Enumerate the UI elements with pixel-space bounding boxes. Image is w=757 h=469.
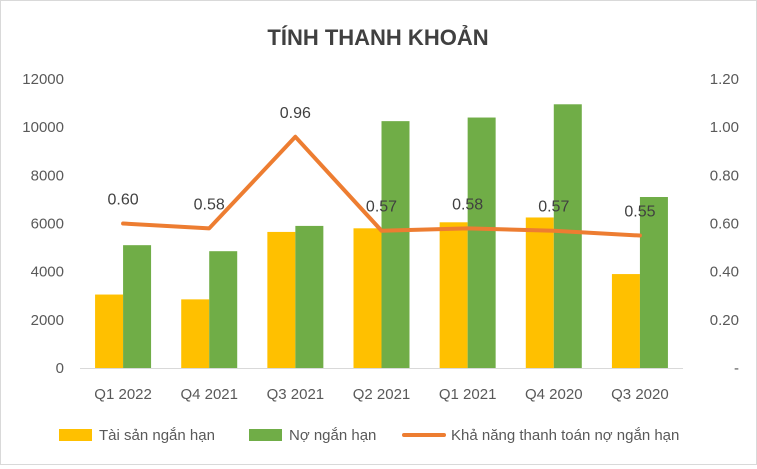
bar [467,117,496,369]
x-axis: Q1 2022 Q4 2021 Q3 2021 Q2 2021 Q1 2021 Q4 20… [80,368,683,403]
bar [611,274,640,368]
x-tick-label: Q1 2021 [439,386,497,403]
data-label: 0.58 [452,196,483,213]
y-right-tick-label: 1.20 [710,71,739,88]
y-axis-right: - 0.20 0.40 0.60 0.80 1.00 1.20 [710,71,739,377]
x-tick-label: Q3 2021 [267,386,325,403]
data-label: 0.96 [280,105,311,122]
legend-label: Khả năng thanh toán nợ ngắn hạn [451,427,679,444]
y-left-tick-label: 6000 [31,216,64,233]
bar [439,222,468,368]
bar [295,225,324,368]
y-axis-left: 0 2000 4000 6000 8000 10000 12000 [22,71,64,377]
y-left-tick-label: 8000 [31,167,64,184]
bar [181,299,210,368]
bar [525,217,554,368]
bar [353,228,382,368]
legend-label: Nợ ngắn hạn [289,427,376,444]
bar [123,245,152,368]
y-left-tick-label: 0 [56,360,64,377]
data-label: 0.57 [366,199,397,216]
x-tick-label: Q4 2020 [525,386,583,403]
data-label: 0.60 [108,192,139,209]
bar [267,231,296,368]
y-left-tick-label: 10000 [22,119,64,136]
data-label: 0.58 [194,196,225,213]
y-left-tick-label: 2000 [31,312,64,329]
legend-swatch [59,429,92,441]
y-left-tick-label: 4000 [31,264,64,281]
data-label: 0.57 [538,199,569,216]
y-right-tick-label: 0.40 [710,264,739,281]
x-tick-label: Q4 2021 [180,386,238,403]
legend-swatch [249,429,282,441]
x-tick-label: Q3 2020 [611,386,669,403]
bar [209,251,238,368]
line-series: 0.60 0.58 0.96 0.57 0.58 0.57 0.55 [108,105,656,238]
y-right-tick-label: 0.80 [710,167,739,184]
y-right-tick-label: 0.20 [710,312,739,329]
bar [639,197,668,368]
bar [95,294,124,368]
line-series-path [121,134,642,238]
y-right-tick-label: - [734,360,739,377]
legend-label: Tài sản ngắn hạn [99,427,215,444]
y-right-tick-label: 1.00 [710,119,739,136]
x-tick-label: Q2 2021 [353,386,411,403]
bar [381,121,410,368]
x-tick-label: Q1 2022 [94,386,152,403]
y-right-tick-label: 0.60 [710,216,739,233]
y-left-tick-label: 12000 [22,71,64,88]
chart-title: TÍNH THANH KHOẢN [267,25,488,50]
bar-series [95,104,668,369]
data-label: 0.55 [624,204,655,221]
legend: Tài sản ngắn hạn Nợ ngắn hạn Khả năng than… [59,427,679,444]
bar [553,104,582,368]
